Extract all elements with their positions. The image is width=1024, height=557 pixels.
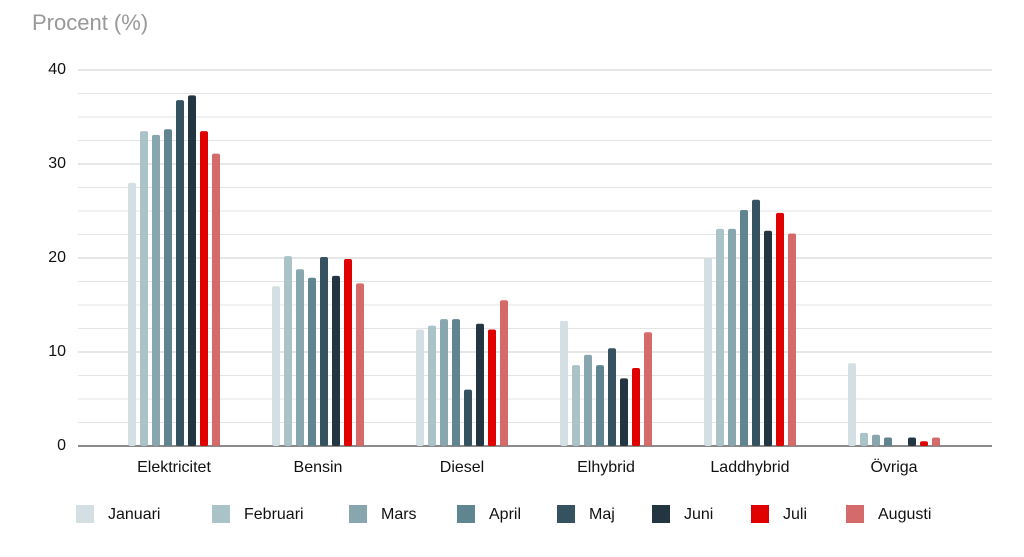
bar bbox=[932, 437, 940, 446]
bar bbox=[620, 378, 628, 446]
bar bbox=[452, 319, 460, 446]
bar bbox=[332, 275, 340, 446]
bar bbox=[920, 441, 928, 446]
legend-swatch bbox=[457, 505, 475, 523]
y-tick-label: 0 bbox=[57, 437, 66, 454]
bar bbox=[728, 228, 736, 446]
y-tick-label: 20 bbox=[48, 249, 66, 266]
legend-swatch bbox=[212, 505, 230, 523]
bar bbox=[212, 153, 220, 446]
y-tick-label: 30 bbox=[48, 155, 66, 172]
bar bbox=[872, 434, 880, 446]
bar bbox=[320, 257, 328, 446]
bar bbox=[188, 95, 196, 446]
legend-swatch bbox=[76, 505, 94, 523]
bar bbox=[272, 286, 280, 446]
bar bbox=[284, 256, 292, 446]
bar bbox=[908, 437, 916, 446]
legend-swatch bbox=[652, 505, 670, 523]
bar bbox=[428, 325, 436, 446]
bar bbox=[584, 354, 592, 446]
legend-label: Maj bbox=[589, 506, 615, 523]
bar bbox=[740, 210, 748, 446]
bar bbox=[788, 233, 796, 446]
bar bbox=[596, 365, 604, 446]
bar bbox=[752, 199, 760, 446]
bar bbox=[128, 182, 136, 447]
bar bbox=[440, 319, 448, 446]
legend-label: Februari bbox=[244, 506, 304, 523]
y-tick-label: 10 bbox=[48, 343, 66, 360]
bar bbox=[476, 323, 484, 446]
bar bbox=[716, 228, 724, 446]
x-tick-label: Elhybrid bbox=[577, 459, 635, 476]
bar bbox=[152, 134, 160, 447]
bar bbox=[884, 437, 892, 446]
bar bbox=[560, 320, 568, 446]
bar bbox=[140, 131, 148, 446]
legend-label: Juli bbox=[783, 506, 807, 523]
x-tick-label: Bensin bbox=[294, 459, 343, 476]
y-tick-label: 40 bbox=[48, 61, 66, 78]
x-tick-label: Övriga bbox=[870, 458, 917, 476]
bar bbox=[704, 258, 712, 446]
bar bbox=[644, 332, 652, 446]
legend-swatch bbox=[557, 505, 575, 523]
bar bbox=[344, 258, 352, 446]
legend-label: Juni bbox=[684, 506, 713, 523]
legend-label: April bbox=[489, 506, 521, 523]
bar bbox=[608, 348, 616, 446]
bar bbox=[848, 363, 856, 446]
legend-label: Mars bbox=[381, 506, 417, 523]
bar bbox=[464, 389, 472, 446]
legend-swatch bbox=[846, 505, 864, 523]
bar bbox=[296, 269, 304, 446]
bar bbox=[164, 129, 172, 446]
legend-label: Augusti bbox=[878, 506, 931, 523]
legend-label: Januari bbox=[108, 506, 160, 523]
bar bbox=[500, 300, 508, 446]
legend-swatch bbox=[349, 505, 367, 523]
bar bbox=[764, 230, 772, 446]
bar bbox=[632, 367, 640, 446]
bar bbox=[200, 131, 208, 446]
y-axis-label: Procent (%) bbox=[32, 10, 148, 35]
bar bbox=[356, 283, 364, 446]
legend-swatch bbox=[751, 505, 769, 523]
bar bbox=[308, 277, 316, 446]
x-tick-label: Diesel bbox=[440, 459, 484, 476]
x-tick-label: Laddhybrid bbox=[710, 459, 789, 476]
bar bbox=[488, 329, 496, 446]
bar bbox=[572, 365, 580, 446]
bar bbox=[776, 212, 784, 446]
bar bbox=[416, 329, 424, 446]
x-tick-label: Elektricitet bbox=[137, 459, 211, 476]
bar bbox=[176, 100, 184, 446]
bar bbox=[860, 432, 868, 446]
